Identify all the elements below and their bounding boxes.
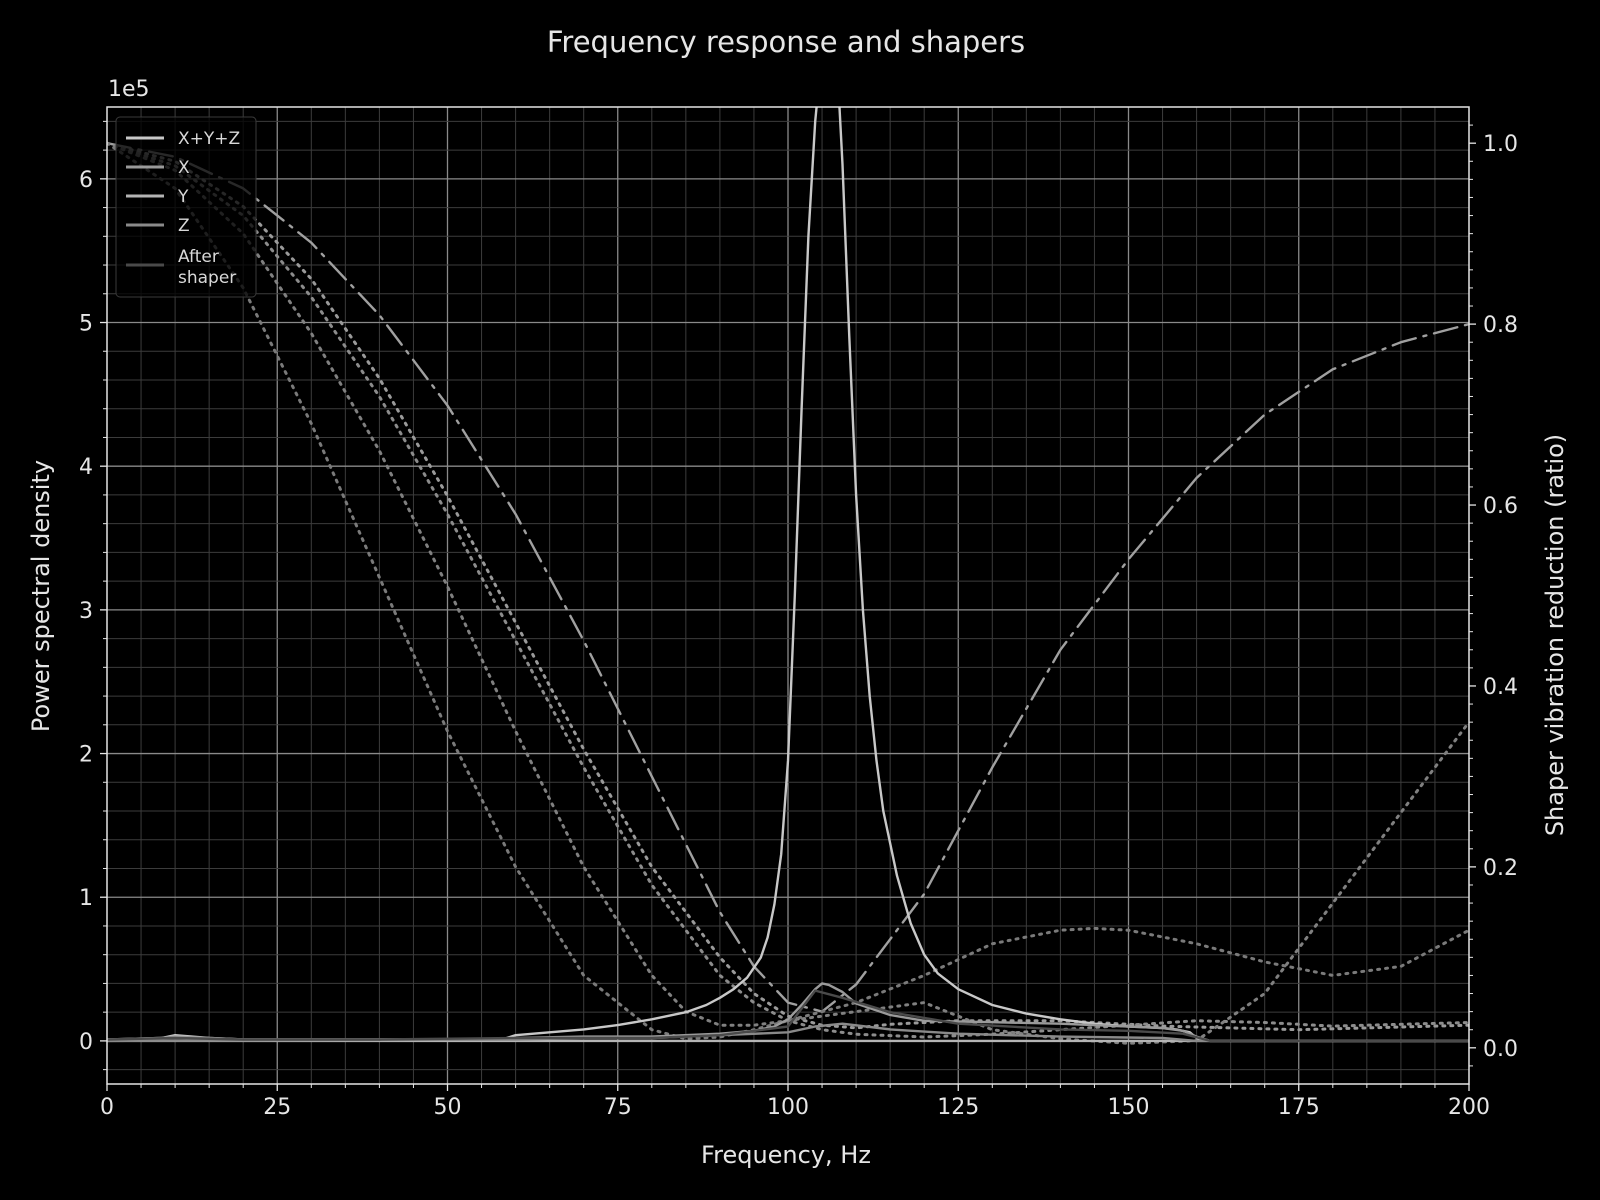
shaper-curve-line-7 <box>107 141 1469 1039</box>
legend-label-y: Y <box>177 187 189 207</box>
x-tick-label: 0 <box>100 1095 114 1120</box>
y-tick-label: 4 <box>79 455 93 480</box>
shaper-curve-line-8 <box>107 141 1469 1045</box>
y-tick-label: 5 <box>79 312 93 337</box>
y2-tick-label: 0.0 <box>1483 1037 1518 1062</box>
y-tick-label: 3 <box>79 599 93 624</box>
x-tick-label: 75 <box>604 1095 632 1120</box>
y2-tick-label: 0.2 <box>1483 856 1518 881</box>
y2-tick-label: 0.8 <box>1483 313 1518 338</box>
x-tick-label: 200 <box>1448 1095 1490 1120</box>
x-tick-label: 100 <box>767 1095 809 1120</box>
x-tick-label: 125 <box>937 1095 979 1120</box>
legend-label-after-shaper: After shaper <box>178 247 236 288</box>
ticks: 0 25 50 75 100 125 150 175 200 0 1 2 3 4 5 6 0.0 0.2 0.4 0.… <box>79 120 1518 1120</box>
shaper-curve-line-9 <box>107 141 1469 1041</box>
plot-lines <box>107 107 1469 1045</box>
y-axis-label: Power spectral density <box>27 460 55 732</box>
series-after-shaper-line <box>107 989 1469 1043</box>
y-tick-label: 6 <box>79 168 93 193</box>
y2-tick-label: 0.4 <box>1483 675 1518 700</box>
y2-axis-label: Shaper vibration reduction (ratio) <box>1541 434 1569 836</box>
shaper-curve-line-6 <box>107 141 1469 1032</box>
y-tick-label: 0 <box>79 1030 93 1055</box>
legend-label-x: X <box>178 158 190 178</box>
x-tick-label: 150 <box>1108 1095 1150 1120</box>
y-scale-label: 1e5 <box>108 77 150 102</box>
legend-label-z: Z <box>178 216 190 236</box>
x-tick-label: 25 <box>263 1095 291 1120</box>
legend: X+Y+Z XYZ After shaper <box>115 116 257 298</box>
x-tick-label: 175 <box>1278 1095 1320 1120</box>
y2-tick-label: 0.6 <box>1483 494 1518 519</box>
legend-label-x-y-z: X+Y+Z <box>178 129 240 149</box>
chart-title: Frequency response and shapers <box>547 25 1025 59</box>
y-tick-label: 1 <box>79 886 93 911</box>
x-axis-label: Frequency, Hz <box>701 1141 871 1169</box>
legend-box <box>115 116 257 298</box>
y2-tick-label: 1.0 <box>1483 132 1518 157</box>
grid <box>107 107 1469 1084</box>
shaper-curve-line-5 <box>107 141 1469 1013</box>
x-tick-label: 50 <box>434 1095 462 1120</box>
y-tick-label: 2 <box>79 743 93 768</box>
